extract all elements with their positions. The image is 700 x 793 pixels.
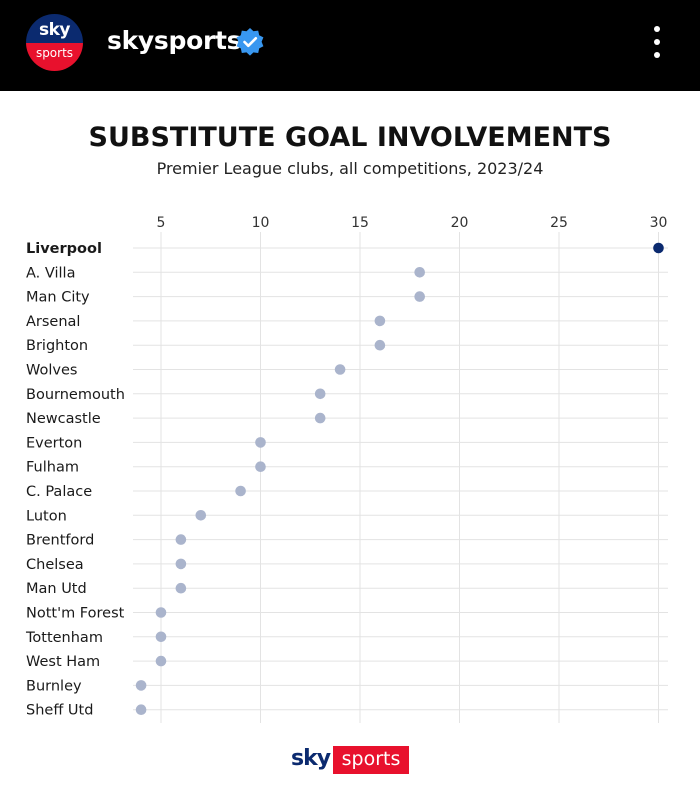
- data-point: [135, 680, 147, 691]
- more-vertical-icon[interactable]: [648, 22, 668, 62]
- data-point: [235, 485, 246, 497]
- data-point: [255, 461, 266, 473]
- data-point: [155, 631, 167, 643]
- data-point: [155, 655, 167, 667]
- data-point: [334, 364, 346, 375]
- club-label: C. Palace: [26, 484, 92, 500]
- x-tick-label: 5: [157, 215, 166, 231]
- top-bar: sky sports skysports: [0, 0, 700, 91]
- x-tick-label: 20: [451, 215, 469, 231]
- data-point: [175, 534, 187, 545]
- data-point: [155, 607, 167, 618]
- data-point: [414, 267, 426, 278]
- data-point: [314, 388, 326, 400]
- data-point: [175, 582, 187, 594]
- x-tick-label: 15: [351, 215, 369, 231]
- avatar-sports-text: sports: [35, 46, 74, 60]
- club-label: Man City: [26, 290, 90, 306]
- club-label: Brentford: [26, 533, 94, 549]
- footer-logo-sky: sky: [291, 746, 331, 771]
- data-point: [314, 412, 326, 424]
- club-label: Newcastle: [26, 411, 101, 427]
- x-tick-label: 10: [252, 215, 270, 231]
- avatar-sky-text: sky: [38, 20, 71, 40]
- x-tick-label: 30: [650, 215, 668, 231]
- data-point: [195, 510, 207, 521]
- club-label: Everton: [26, 435, 82, 451]
- club-label: Burnley: [26, 678, 82, 694]
- club-label: A. Villa: [26, 265, 75, 281]
- account-name[interactable]: skysports: [107, 26, 242, 55]
- data-point: [135, 704, 147, 715]
- club-label: Tottenham: [25, 630, 103, 646]
- club-label: Luton: [26, 508, 67, 524]
- club-label: Nott'm Forest: [26, 606, 125, 622]
- club-label: Arsenal: [26, 314, 80, 330]
- data-point: [653, 242, 664, 254]
- chart-subtitle: Premier League clubs, all competitions, …: [156, 159, 544, 178]
- data-point: [374, 315, 386, 327]
- data-point: [374, 339, 386, 351]
- club-label: Liverpool: [26, 241, 102, 257]
- data-point: [414, 291, 426, 302]
- club-label: Wolves: [26, 363, 77, 379]
- avatar[interactable]: sky sports: [26, 14, 83, 71]
- club-label: Sheff Utd: [26, 703, 93, 719]
- verified-badge-icon: [236, 28, 264, 56]
- data-point: [175, 558, 187, 570]
- club-label: Chelsea: [26, 557, 84, 573]
- club-label: West Ham: [26, 654, 100, 670]
- club-label: Fulham: [26, 460, 79, 476]
- club-label: Bournemouth: [26, 387, 125, 403]
- data-point: [255, 437, 266, 448]
- chart-title: SUBSTITUTE GOAL INVOLVEMENTS: [88, 122, 612, 153]
- footer-logo-sports: sports: [341, 748, 401, 770]
- club-label: Man Utd: [26, 581, 87, 597]
- x-tick-label: 25: [550, 215, 568, 231]
- club-label: Brighton: [26, 338, 88, 354]
